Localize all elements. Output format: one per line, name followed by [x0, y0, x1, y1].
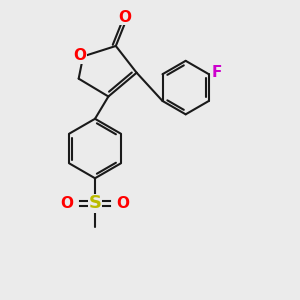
Text: F: F	[212, 65, 222, 80]
Text: O: O	[73, 48, 86, 63]
Text: S: S	[88, 194, 101, 212]
Text: O: O	[61, 196, 74, 211]
Text: O: O	[118, 10, 131, 25]
Text: O: O	[116, 196, 130, 211]
